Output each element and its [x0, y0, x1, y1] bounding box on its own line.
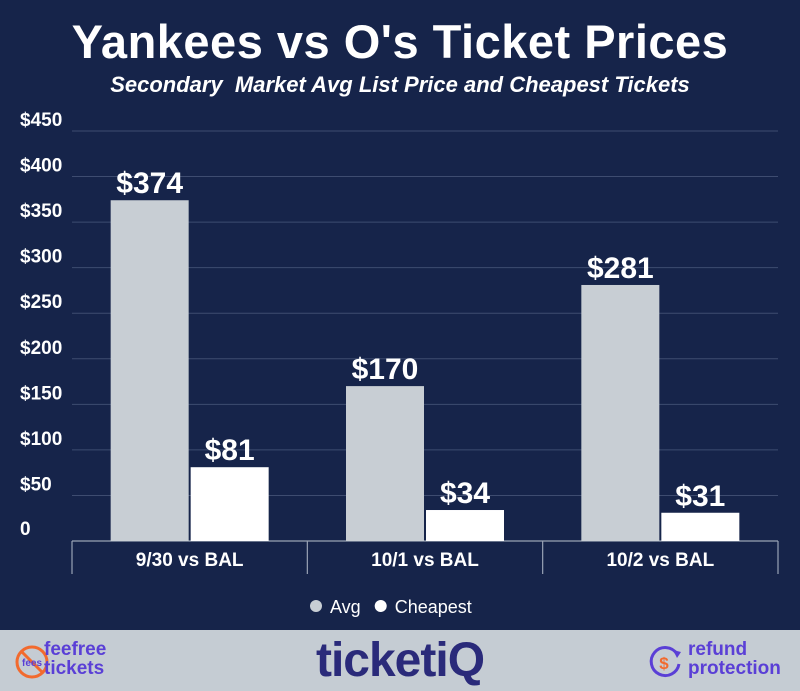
bar-value-label: $31	[675, 480, 725, 513]
bar-chart: 0 $50 $100 $150 $200 $250 $300 $350 $400 $450 $374…	[20, 110, 779, 617]
y-tick-label: $400	[20, 156, 62, 177]
bar-value-label: $81	[205, 434, 255, 467]
no-fees-icon: fees	[15, 645, 49, 679]
legend-marker-cheapest	[374, 600, 387, 612]
y-tick-label: $300	[20, 247, 62, 268]
y-tick-label: $100	[20, 429, 62, 450]
legend-marker-avg	[310, 600, 322, 612]
x-category-label: 10/1 vs BAL	[371, 550, 479, 571]
y-tick-label: $250	[20, 292, 62, 313]
refund-protection-logo-text: refund protection	[688, 639, 781, 679]
feefree-logo-text: feefree tickets	[44, 639, 107, 679]
refund-dollar-symbol: $	[659, 654, 669, 673]
ticketiq-magnifier-icon	[456, 638, 457, 639]
y-tick-label: $150	[20, 383, 62, 404]
bar-value-label: $281	[587, 252, 654, 285]
footer-banner: fees feefree tickets ticketiQ $ refund p…	[0, 630, 800, 691]
x-category-label: 10/2 vs BAL	[606, 550, 714, 571]
y-tick-label: 0	[20, 519, 31, 540]
bar-avg	[110, 200, 189, 541]
bar-cheapest	[190, 467, 269, 541]
legend-label: Avg	[330, 597, 361, 617]
bar-avg	[346, 386, 424, 541]
no-fees-badge-text: fees	[22, 658, 42, 669]
bar-cheapest	[426, 510, 504, 541]
refund-dollar-icon: $	[649, 646, 681, 678]
bar-value-label: $170	[352, 353, 419, 386]
y-tick-label: $50	[20, 474, 52, 495]
x-category-label: 9/30 vs BAL	[136, 550, 244, 571]
ticketiq-logo-text: ticketiQ	[315, 634, 485, 687]
bar-cheapest	[661, 512, 740, 541]
y-tick-label: $450	[20, 110, 62, 131]
bar-avg	[581, 284, 660, 541]
y-tick-label: $350	[20, 201, 62, 222]
chart-title: Yankees vs O's Ticket Prices	[71, 15, 729, 68]
legend-label: Cheapest	[395, 597, 472, 617]
bar-value-label: $34	[440, 477, 490, 510]
y-tick-label: $200	[20, 338, 62, 359]
bar-value-label: $374	[116, 167, 183, 200]
chart-subtitle: Secondary Market Avg List Price and Chea…	[110, 72, 690, 97]
